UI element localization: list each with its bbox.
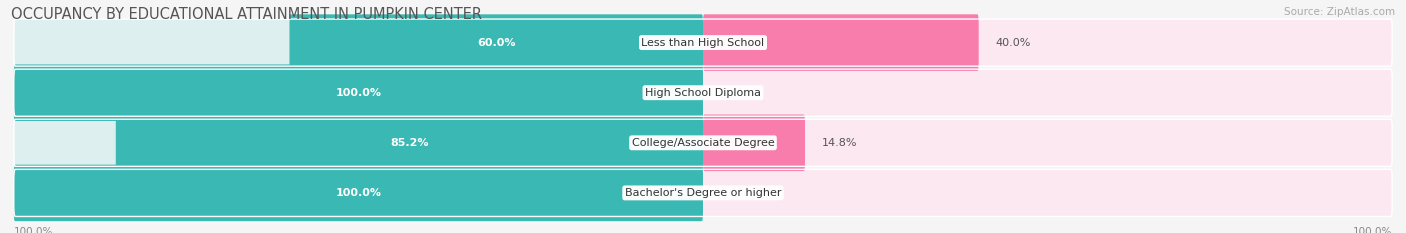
Text: College/Associate Degree: College/Associate Degree — [631, 138, 775, 148]
Text: 100.0%: 100.0% — [336, 188, 381, 198]
Text: 40.0%: 40.0% — [995, 38, 1031, 48]
FancyBboxPatch shape — [703, 115, 806, 171]
FancyBboxPatch shape — [14, 169, 703, 216]
Text: Less than High School: Less than High School — [641, 38, 765, 48]
Text: 85.2%: 85.2% — [389, 138, 429, 148]
FancyBboxPatch shape — [703, 69, 1392, 116]
FancyBboxPatch shape — [290, 14, 703, 71]
Text: 14.8%: 14.8% — [823, 138, 858, 148]
Text: 100.0%: 100.0% — [14, 227, 53, 233]
Text: 0.0%: 0.0% — [720, 188, 748, 198]
Text: High School Diploma: High School Diploma — [645, 88, 761, 98]
Text: Bachelor's Degree or higher: Bachelor's Degree or higher — [624, 188, 782, 198]
Text: 100.0%: 100.0% — [1353, 227, 1392, 233]
Text: Source: ZipAtlas.com: Source: ZipAtlas.com — [1284, 7, 1395, 17]
FancyBboxPatch shape — [14, 165, 703, 221]
FancyBboxPatch shape — [703, 19, 1392, 66]
FancyBboxPatch shape — [14, 69, 703, 116]
Text: 100.0%: 100.0% — [336, 88, 381, 98]
FancyBboxPatch shape — [14, 65, 703, 121]
FancyBboxPatch shape — [14, 19, 703, 66]
FancyBboxPatch shape — [14, 119, 703, 166]
Text: 60.0%: 60.0% — [477, 38, 516, 48]
FancyBboxPatch shape — [703, 14, 979, 71]
FancyBboxPatch shape — [115, 115, 703, 171]
Text: OCCUPANCY BY EDUCATIONAL ATTAINMENT IN PUMPKIN CENTER: OCCUPANCY BY EDUCATIONAL ATTAINMENT IN P… — [11, 7, 482, 22]
Text: 0.0%: 0.0% — [720, 88, 748, 98]
FancyBboxPatch shape — [703, 169, 1392, 216]
FancyBboxPatch shape — [703, 119, 1392, 166]
